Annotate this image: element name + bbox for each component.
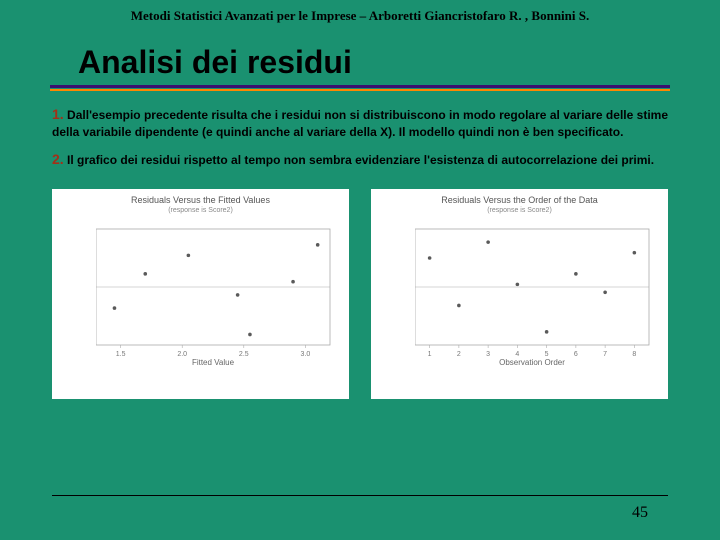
svg-text:Observation Order: Observation Order	[499, 358, 565, 367]
chart2-subtitle: (response is Score2)	[371, 205, 668, 214]
chart-residuals-vs-order: Residuals Versus the Order of the Data (…	[371, 189, 668, 399]
svg-text:6: 6	[574, 351, 578, 358]
svg-text:1.5: 1.5	[116, 351, 126, 358]
footer-rule	[52, 495, 668, 496]
svg-text:3: 3	[486, 351, 490, 358]
paragraph-2: 2. Il grafico dei residui rispetto al te…	[52, 150, 668, 169]
paragraph-1-text: Dall'esempio precedente risulta che i re…	[52, 108, 668, 139]
slide-title: Analisi dei residui	[78, 44, 720, 81]
list-number-1: 1.	[52, 106, 64, 122]
chart2-title: Residuals Versus the Order of the Data	[371, 189, 668, 205]
svg-text:Fitted Value: Fitted Value	[192, 358, 235, 367]
paragraph-1: 1. Dall'esempio precedente risulta che i…	[52, 105, 668, 140]
list-number-2: 2.	[52, 151, 64, 167]
charts-row: Residuals Versus the Fitted Values (resp…	[0, 179, 720, 399]
svg-text:5: 5	[545, 351, 549, 358]
svg-text:1: 1	[428, 351, 432, 358]
svg-text:2.5: 2.5	[239, 351, 249, 358]
svg-text:2.0: 2.0	[177, 351, 187, 358]
paragraph-2-text: Il grafico dei residui rispetto al tempo…	[64, 153, 654, 167]
svg-text:2: 2	[457, 351, 461, 358]
course-header: Metodi Statistici Avanzati per le Impres…	[0, 0, 720, 26]
svg-text:8: 8	[632, 351, 636, 358]
chart1-title: Residuals Versus the Fitted Values	[52, 189, 349, 205]
chart2-plot: -0.2-0.10.00.112345678Observation OrderR…	[415, 227, 653, 367]
page-number: 45	[632, 504, 648, 522]
svg-text:7: 7	[603, 351, 607, 358]
body-text: 1. Dall'esempio precedente risulta che i…	[0, 91, 720, 169]
slide: Metodi Statistici Avanzati per le Impres…	[0, 0, 720, 540]
chart1-plot: -0.2-0.10.00.11.52.02.53.0Fitted ValueRe…	[96, 227, 334, 367]
chart-residuals-vs-fitted: Residuals Versus the Fitted Values (resp…	[52, 189, 349, 399]
svg-text:3.0: 3.0	[301, 351, 311, 358]
chart1-subtitle: (response is Score2)	[52, 205, 349, 214]
svg-text:4: 4	[515, 351, 519, 358]
